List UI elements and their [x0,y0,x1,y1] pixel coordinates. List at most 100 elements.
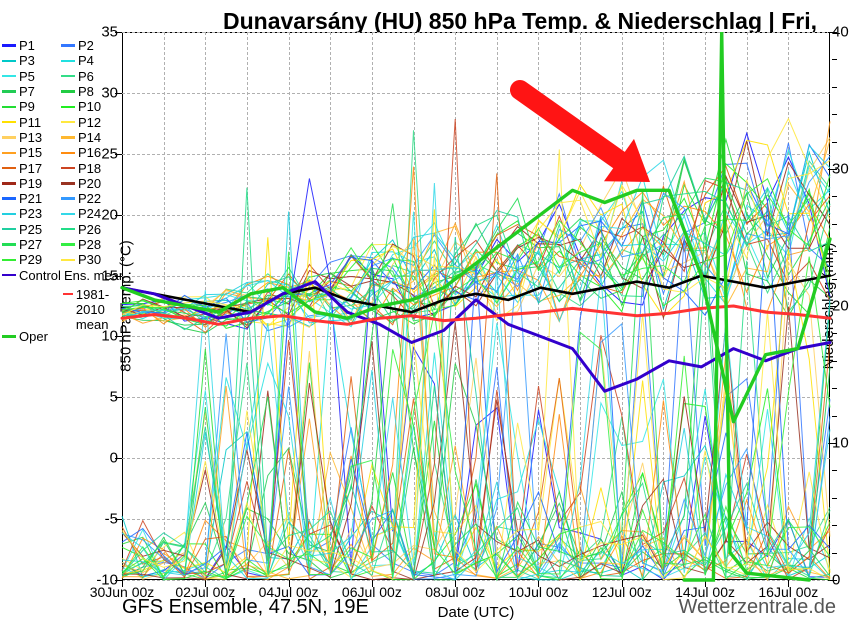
y-tick-label-left-15: 15 [88,267,118,284]
legend-swatch-P1 [2,44,16,46]
legend-item-P30[interactable]: P30 [61,252,120,267]
legend-swatch-P14 [61,136,75,138]
arrow-shaft[interactable] [520,90,631,169]
legend-swatch-P18 [61,167,75,169]
legend-label-P30: P30 [78,252,101,267]
legend-item-P13[interactable]: P13 [2,130,61,145]
legend-swatch-P19 [2,182,16,184]
legend-swatch-P4 [61,60,75,62]
legend-label-P3: P3 [19,53,35,68]
legend-swatch-P22 [61,197,75,199]
legend-item-row: P19 P20 [2,176,120,191]
legend-swatch-P27 [2,243,16,245]
annotation-arrow[interactable] [122,32,830,580]
legend-item-P11[interactable]: P11 [2,115,61,130]
legend-item-P5[interactable]: P5 [2,69,61,84]
legend-label-P18: P18 [78,161,101,176]
legend-panel: P1 P2 P3 P4 P5 P6 P7 P8 P9 P10 P11 P12 P13 P14 P15 P16 P… [2,38,120,338]
legend-item-row: P25 P26 [2,222,120,237]
legend-item-climatology[interactable]: 1981-2010 mean [63,287,120,317]
legend-swatch-P23 [2,213,16,215]
legend-item-P23[interactable]: P23 [2,206,61,221]
legend-swatch-P6 [61,75,75,77]
legend-swatch-P17 [2,167,16,169]
legend-item-P28[interactable]: P28 [61,237,120,252]
legend-label-P1: P1 [19,38,35,53]
legend-label-P28: P28 [78,237,101,252]
footer-right-watermark: Wetterzentrale.de [679,596,837,619]
legend-swatch-Control [2,274,16,276]
legend-item-P1[interactable]: P1 [2,38,61,53]
y-tick-label-right-30: 30 [832,161,850,178]
legend-item-P6[interactable]: P6 [61,69,120,84]
legend-item-P12[interactable]: P12 [61,115,120,130]
legend-item-P21[interactable]: P21 [2,191,61,206]
legend-label-P21: P21 [19,191,42,206]
footer-left-label: GFS Ensemble, 47.5N, 19E [122,596,369,619]
legend-item-P27[interactable]: P27 [2,237,61,252]
legend-label-P29: P29 [19,252,42,267]
y-tick-right [832,142,837,143]
legend-item-row: P29 P30 [2,252,120,267]
y-tick-label-left-30: 30 [88,84,118,101]
legend-item-P14[interactable]: P14 [61,130,120,145]
legend-swatch-P5 [2,75,16,77]
y-tick-label-left-5: 5 [88,389,118,406]
legend-item-P17[interactable]: P17 [2,161,61,176]
x-axis-title: Date (UTC) [438,604,515,620]
legend-label-P5: P5 [19,69,35,84]
legend-item-P18[interactable]: P18 [61,161,120,176]
legend-item-P10[interactable]: P10 [61,99,120,114]
legend-swatch-climatology [63,293,73,295]
legend-swatch-P26 [61,228,75,230]
legend-item-row: P27 P28 [2,237,120,252]
legend-item-row: P11 P12 [2,114,120,129]
legend-item-row: P17 P18 [2,160,120,175]
y-tick-right [832,498,837,499]
y-tick-right [832,59,837,60]
legend-label-P17: P17 [19,161,42,176]
legend-label-Control: Control [19,268,61,283]
legend-label-climatology: 1981-2010 mean [76,287,120,332]
legend-label-P9: P9 [19,99,35,114]
legend-item-P7[interactable]: P7 [2,84,61,99]
legend-item-P25[interactable]: P25 [2,222,61,237]
legend-swatch-oper [2,335,16,338]
plot-area: -10 -5 0 5 10 15 20 25 30 35 0 10 20 30 40 30Jun 00z 0… [122,32,830,580]
legend-label-oper: Oper [19,329,48,344]
x-tick-label-6: 12Jul 00z [592,584,652,600]
legend-item-P4[interactable]: P4 [61,53,120,68]
legend-item-row: P3 P4 [2,53,120,68]
y-tick-label-left-25: 25 [88,145,118,162]
legend-item-P19[interactable]: P19 [2,176,61,191]
y-tick-right [832,196,837,197]
legend-item-P20[interactable]: P20 [61,176,120,191]
x-tick-label-4: 08Jul 00z [425,584,485,600]
y-tick-right [832,87,837,88]
legend-item-P9[interactable]: P9 [2,99,61,114]
legend-label-P4: P4 [78,53,94,68]
legend-swatch-P20 [61,182,75,184]
legend-swatch-P2 [61,44,75,46]
legend-item-P29[interactable]: P29 [2,252,61,267]
legend-swatch-P21 [2,197,16,199]
legend-label-P15: P15 [19,145,42,160]
legend-label-P6: P6 [78,69,94,84]
legend-swatch-P9 [2,106,16,108]
legend-item-P15[interactable]: P15 [2,145,61,160]
legend-item-P22[interactable]: P22 [61,191,120,206]
legend-label-P23: P23 [19,206,42,221]
legend-item-P3[interactable]: P3 [2,53,61,68]
legend-item-P26[interactable]: P26 [61,222,120,237]
legend-label-P20: P20 [78,176,101,191]
chart-window: Dunavarsány (HU) 850 hPa Temp. & Nieders… [0,0,850,620]
legend-swatch-P10 [61,106,75,108]
legend-swatch-P7 [2,90,16,92]
legend-label-P22: P22 [78,191,101,206]
legend-item-Control[interactable]: Control [2,268,61,283]
legend-label-P12: P12 [78,115,101,130]
legend-swatch-P11 [2,121,16,123]
legend-item-row: P9 P10 [2,99,120,114]
y-tick-right [832,388,837,389]
x-tick-label-5: 10Jul 00z [509,584,569,600]
